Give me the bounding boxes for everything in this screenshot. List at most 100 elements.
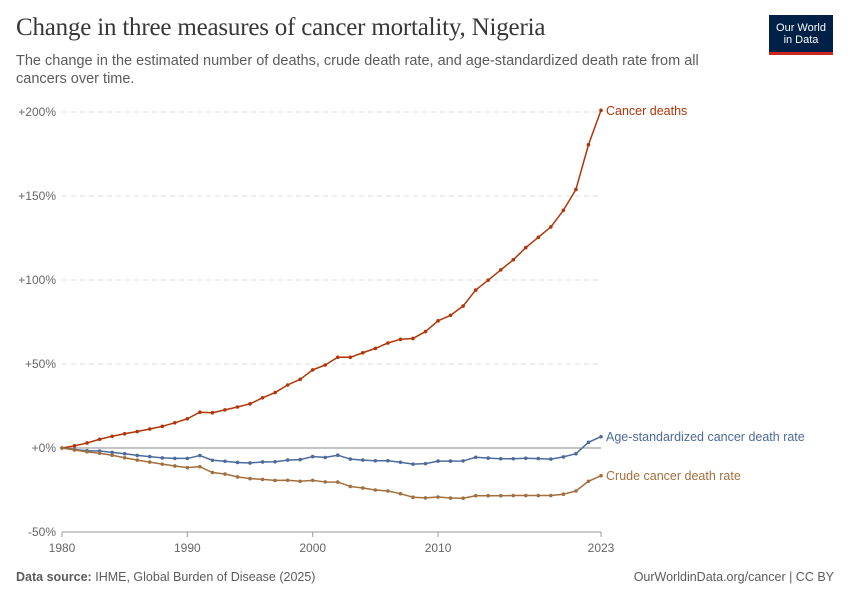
data-point bbox=[122, 451, 127, 456]
x-tick-label: 2023 bbox=[588, 541, 615, 555]
data-point bbox=[248, 461, 252, 465]
data-point bbox=[173, 464, 177, 468]
data-point bbox=[85, 441, 89, 445]
data-point bbox=[147, 427, 152, 431]
data-point bbox=[436, 459, 440, 463]
data-point bbox=[210, 458, 215, 463]
data-point bbox=[235, 475, 240, 479]
data-point bbox=[335, 453, 340, 458]
data-point bbox=[72, 448, 77, 452]
data-point bbox=[348, 457, 353, 461]
data-point bbox=[210, 410, 215, 415]
data-point bbox=[561, 455, 566, 459]
data-point bbox=[523, 456, 528, 461]
data-point bbox=[448, 496, 453, 500]
data-point bbox=[85, 450, 89, 454]
data-point bbox=[523, 245, 528, 250]
data-point bbox=[436, 319, 440, 323]
series-line bbox=[61, 436, 602, 465]
data-point bbox=[423, 461, 428, 466]
data-point bbox=[235, 405, 240, 409]
x-tick-label: 1980 bbox=[49, 541, 76, 555]
data-point bbox=[574, 489, 578, 493]
data-point bbox=[260, 460, 265, 464]
line-chart: +200% +150% +100% +50% +0% -50% 1980 1990 2000 20… bbox=[18, 104, 805, 555]
data-point bbox=[173, 456, 177, 461]
series-label-age-standardized: Age-standardized cancer death rate bbox=[606, 430, 805, 444]
data-point bbox=[110, 434, 114, 439]
data-point bbox=[310, 368, 315, 372]
y-tick-label: -50% bbox=[28, 525, 56, 539]
data-point bbox=[536, 493, 541, 498]
data-point bbox=[122, 455, 127, 460]
data-point bbox=[223, 472, 227, 476]
y-tick-label: +0% bbox=[32, 441, 57, 455]
data-point bbox=[185, 465, 190, 470]
data-point bbox=[323, 480, 328, 484]
data-point bbox=[398, 491, 403, 496]
data-point bbox=[135, 453, 140, 458]
credit-link[interactable]: OurWorldinData.org/cancer | CC BY bbox=[633, 570, 834, 584]
data-point bbox=[498, 268, 503, 272]
data-point bbox=[223, 459, 227, 464]
data-point bbox=[511, 493, 516, 498]
data-point bbox=[185, 416, 190, 421]
data-point bbox=[285, 458, 290, 462]
data-point bbox=[461, 304, 465, 308]
data-point bbox=[310, 478, 315, 483]
data-point bbox=[486, 456, 490, 460]
chart-title: Change in three measures of cancer morta… bbox=[16, 14, 546, 41]
data-point bbox=[549, 493, 553, 498]
data-point bbox=[599, 473, 603, 478]
data-point bbox=[461, 459, 465, 463]
data-point bbox=[411, 495, 415, 500]
data-point bbox=[298, 377, 302, 382]
data-point bbox=[486, 278, 490, 282]
series-label-crude: Crude cancer death rate bbox=[606, 469, 741, 483]
data-point bbox=[110, 450, 114, 455]
data-point bbox=[448, 459, 453, 463]
data-point bbox=[361, 458, 365, 462]
data-point bbox=[135, 429, 140, 434]
data-point bbox=[498, 493, 503, 498]
data-point bbox=[135, 458, 140, 462]
data-point bbox=[210, 470, 215, 475]
data-point bbox=[373, 458, 378, 463]
owid-logo[interactable]: Our World in Data bbox=[769, 15, 833, 55]
data-point bbox=[549, 457, 553, 461]
data-point bbox=[235, 460, 240, 465]
data-point bbox=[335, 355, 340, 360]
data-point bbox=[473, 288, 478, 292]
data-point bbox=[335, 480, 340, 484]
x-tick-label: 2010 bbox=[425, 541, 452, 555]
data-point bbox=[373, 488, 378, 492]
x-tick-label: 1990 bbox=[174, 541, 201, 555]
data-point bbox=[323, 455, 328, 460]
data-point bbox=[260, 477, 265, 482]
data-point bbox=[160, 424, 165, 429]
data-point bbox=[273, 390, 277, 395]
data-point bbox=[147, 454, 152, 459]
y-tick-label: +100% bbox=[18, 273, 56, 287]
data-point bbox=[586, 142, 591, 147]
data-point bbox=[223, 408, 227, 412]
data-point bbox=[586, 479, 591, 484]
data-point bbox=[473, 455, 478, 460]
data-point bbox=[122, 431, 127, 436]
data-point bbox=[198, 410, 202, 415]
data-point bbox=[599, 108, 603, 113]
data-point bbox=[348, 355, 353, 360]
series-label-cancer-deaths: Cancer deaths bbox=[606, 104, 687, 118]
data-point bbox=[373, 346, 378, 351]
data-point bbox=[386, 489, 390, 493]
data-point bbox=[574, 451, 578, 456]
data-point bbox=[411, 336, 415, 341]
y-tick-label: +50% bbox=[25, 357, 56, 371]
data-point bbox=[423, 496, 428, 500]
data-source-label: Data source: bbox=[16, 570, 92, 584]
data-point bbox=[248, 402, 252, 406]
data-point bbox=[248, 476, 252, 481]
data-point bbox=[185, 456, 190, 461]
data-point bbox=[423, 329, 428, 334]
y-tick-label: +200% bbox=[18, 105, 56, 119]
